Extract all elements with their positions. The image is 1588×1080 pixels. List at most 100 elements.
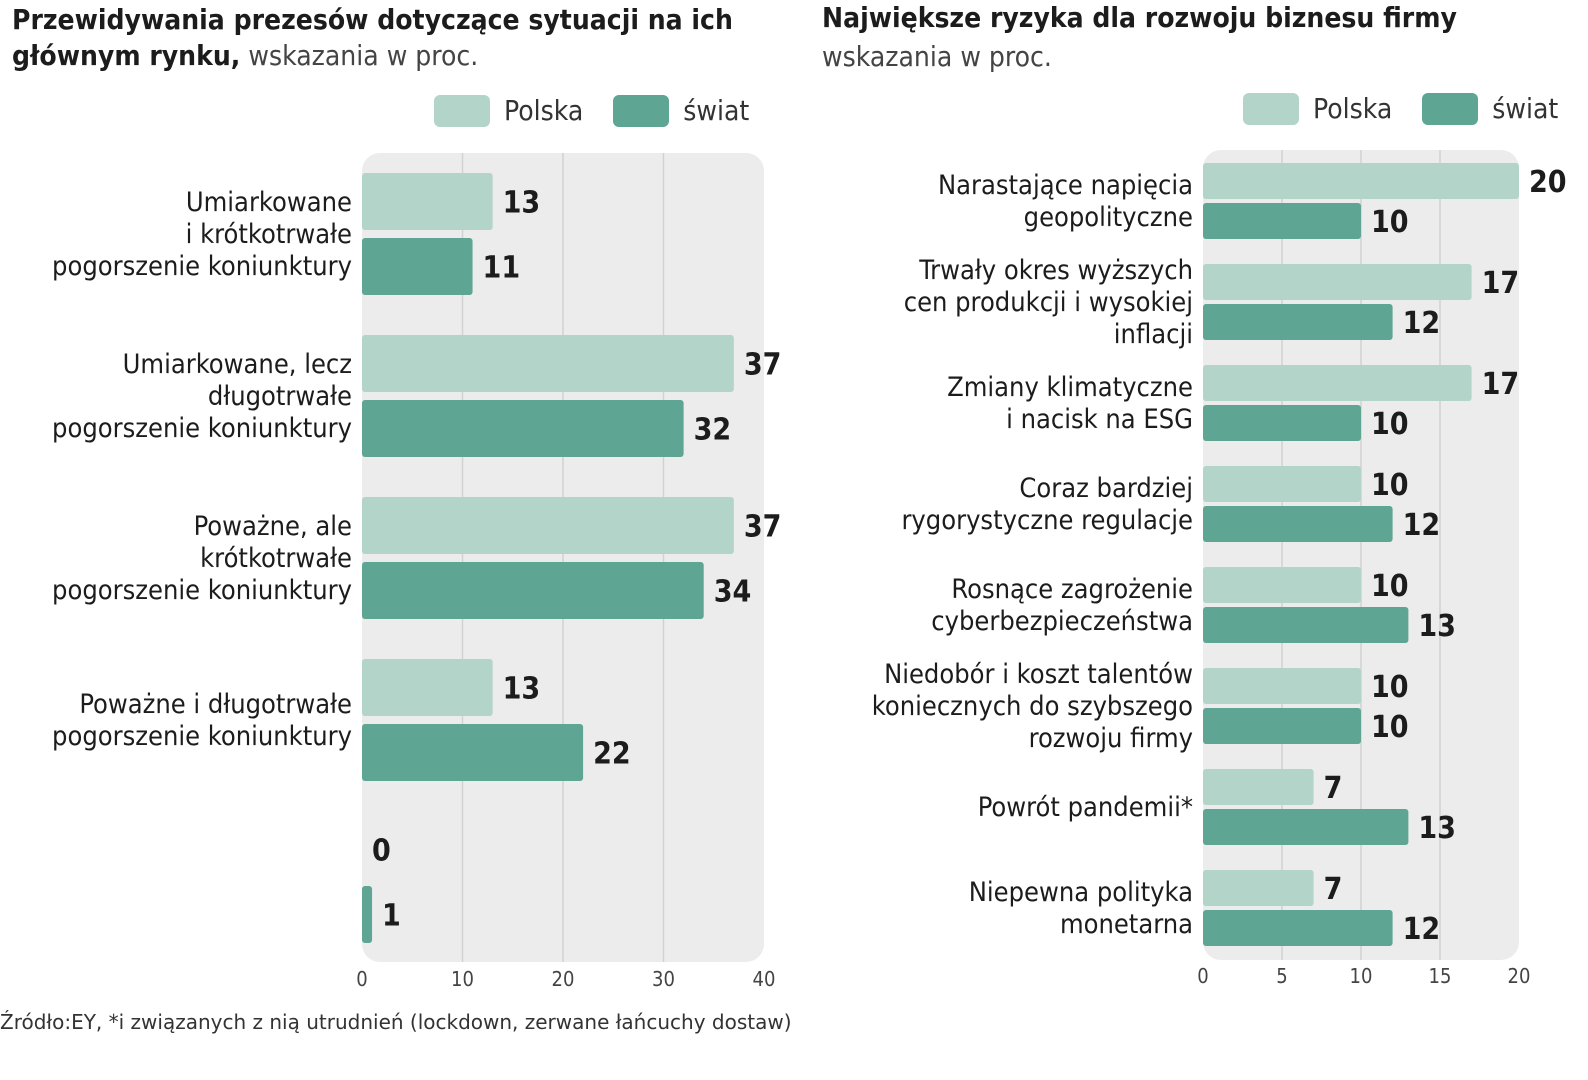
x-tick-label: 20 bbox=[552, 967, 575, 991]
bar-polska bbox=[362, 173, 493, 230]
title-line-1: Przewidywania prezesów dotyczące sytuacj… bbox=[12, 3, 733, 36]
value-label-swiat: 13 bbox=[1418, 609, 1456, 644]
category-label: Poważne, ale krótkotrwałe pogorszenie koni… bbox=[52, 511, 352, 606]
chart-panel-market-forecast: Przewidywania prezesów dotyczące sytuacj… bbox=[0, 0, 800, 1000]
category-label-line: krótkotrwałe bbox=[200, 543, 352, 574]
category-label-line: Coraz bardziej bbox=[1019, 473, 1193, 504]
value-label-swiat: 12 bbox=[1403, 508, 1441, 543]
x-tick-label: 15 bbox=[1429, 964, 1452, 988]
category-label: Coraz bardziej rygorystyczne regulacje bbox=[901, 473, 1193, 536]
bar-swiat bbox=[1203, 708, 1361, 744]
x-tick-label: 40 bbox=[753, 967, 776, 991]
category-label: Trwały okres wyższych cen produkcji i wys… bbox=[904, 255, 1193, 350]
value-label-polska: 13 bbox=[503, 186, 541, 221]
category-label: Rosnące zagrożenie cyberbezpieczeństwa bbox=[931, 574, 1193, 637]
value-label-polska: 10 bbox=[1371, 468, 1409, 503]
bar-swiat bbox=[1203, 304, 1393, 340]
category-label-line: rygorystyczne regulacje bbox=[901, 505, 1193, 536]
category-label-line: pogorszenie koniunktury bbox=[52, 413, 352, 444]
title-line-2-bold: głównym rynku, bbox=[12, 39, 241, 72]
category-label: Niedobór i koszt talentów koniecznych do … bbox=[872, 659, 1193, 754]
chart-panel-business-risks: Największe ryzyka dla rozwoju biznesu fi… bbox=[812, 0, 1588, 1000]
bar-swiat bbox=[362, 400, 684, 457]
category-label-line: koniecznych do szybszego bbox=[872, 691, 1193, 722]
category-label-line: Niepewna polityka bbox=[969, 877, 1193, 908]
value-label-polska: 17 bbox=[1482, 367, 1520, 402]
category-label-line: cyberbezpieczeństwa bbox=[931, 606, 1193, 637]
bar-polska bbox=[1203, 769, 1314, 805]
value-label-polska: 17 bbox=[1482, 266, 1520, 301]
category-label-line: rozwoju firmy bbox=[1029, 723, 1193, 754]
value-label-polska: 37 bbox=[744, 348, 782, 383]
category-label-line: Niedobór i koszt talentów bbox=[884, 659, 1193, 690]
bar-swiat bbox=[362, 562, 704, 619]
category-label-line: pogorszenie koniunktury bbox=[52, 251, 352, 282]
chart-title-business-risks: Największe ryzyka dla rozwoju biznesu fi… bbox=[822, 0, 1582, 36]
legend-label-polska: Polska bbox=[504, 94, 584, 127]
value-label-polska: 7 bbox=[1324, 872, 1343, 907]
value-label-swiat: 32 bbox=[694, 413, 732, 448]
value-label-polska: 13 bbox=[503, 672, 541, 707]
x-tick-label: 10 bbox=[1350, 964, 1373, 988]
category-label-line: i krótkotrwałe bbox=[186, 219, 352, 250]
category-label-line: Poważne, ale bbox=[194, 511, 352, 542]
legend-swatch-polska bbox=[434, 94, 490, 127]
bar-polska bbox=[1203, 466, 1361, 502]
value-label-polska: 0 bbox=[372, 834, 391, 869]
legend: Polska świat bbox=[1243, 92, 1588, 125]
bar-swiat bbox=[362, 238, 473, 295]
category-label-line: Trwały okres wyższych bbox=[918, 255, 1193, 286]
category-label: Zmiany klimatyczne i nacisk na ESG bbox=[947, 372, 1193, 435]
bar-swiat bbox=[1203, 506, 1393, 542]
category-label: Poważne i długotrwałe pogorszenie koniunk… bbox=[52, 689, 352, 752]
bar-swiat bbox=[1203, 809, 1409, 845]
value-label-swiat: 22 bbox=[593, 737, 631, 772]
bar-swiat bbox=[1203, 203, 1361, 239]
bar-polska bbox=[1203, 163, 1519, 199]
value-label-swiat: 13 bbox=[1418, 811, 1456, 846]
value-label-swiat: 12 bbox=[1403, 306, 1441, 341]
category-label: Umiarkowane i krótkotrwałe pogorszenie kon… bbox=[52, 187, 352, 282]
value-label-swiat: 10 bbox=[1371, 205, 1409, 240]
x-tick-label: 10 bbox=[451, 967, 474, 991]
category-label-line: Zmiany klimatyczne bbox=[947, 372, 1193, 403]
bar-polska bbox=[1203, 365, 1472, 401]
legend-label-swiat: świat bbox=[683, 94, 750, 127]
x-tick-label: 0 bbox=[1197, 964, 1208, 988]
value-label-polska: 10 bbox=[1371, 670, 1409, 705]
category-label-line: geopolityczne bbox=[1024, 202, 1193, 233]
value-label-swiat: 10 bbox=[1371, 710, 1409, 745]
category-label: Niepewna polityka monetarna bbox=[969, 877, 1193, 940]
value-label-polska: 7 bbox=[1324, 771, 1343, 806]
legend-swatch-polska bbox=[1243, 92, 1299, 125]
value-label-swiat: 12 bbox=[1403, 912, 1441, 947]
bar-swiat bbox=[1203, 607, 1409, 643]
category-label-line: długotrwałe bbox=[208, 381, 352, 412]
category-label-line: Powrót pandemii* bbox=[978, 792, 1193, 823]
category-label-line: Narastające napięcia bbox=[938, 170, 1193, 201]
category-label: Umiarkowane, lecz długotrwałe pogorszenie … bbox=[52, 349, 352, 444]
value-label-swiat: 34 bbox=[714, 575, 752, 610]
bar-swiat bbox=[1203, 910, 1393, 946]
legend-swatch-swiat bbox=[1422, 92, 1479, 125]
legend: Polska świat bbox=[434, 94, 779, 127]
legend-label-polska: Polska bbox=[1313, 92, 1393, 125]
bar-swiat bbox=[1203, 405, 1361, 441]
legend-label-swiat: świat bbox=[1492, 92, 1559, 125]
title-line-2-light: wskazania w proc. bbox=[240, 39, 479, 72]
value-label-swiat: 11 bbox=[483, 251, 521, 286]
category-label-line: Umiarkowane bbox=[186, 187, 352, 218]
title-line-1: Największe ryzyka dla rozwoju biznesu fi… bbox=[822, 1, 1457, 34]
bar-chart-business-risks: 0 5 10 15 20 20 10 Narastające napięcia geopolit… bbox=[872, 150, 1567, 988]
category-label-line: Poważne i długotrwałe bbox=[79, 689, 352, 720]
source-note: Źródło:EY, *i związanych z nią utrudnień… bbox=[0, 1010, 792, 1034]
x-tick-label: 30 bbox=[652, 967, 675, 991]
value-label-swiat: 1 bbox=[382, 899, 401, 934]
legend-swatch-swiat bbox=[613, 94, 670, 127]
value-label-polska: 37 bbox=[744, 510, 782, 545]
x-tick-label: 5 bbox=[1276, 964, 1287, 988]
bar-swiat bbox=[362, 724, 584, 781]
chart-title-market-forecast: Przewidywania prezesów dotyczące sytuacj… bbox=[12, 2, 772, 74]
category-label: Narastające napięcia geopolityczne bbox=[938, 170, 1193, 233]
